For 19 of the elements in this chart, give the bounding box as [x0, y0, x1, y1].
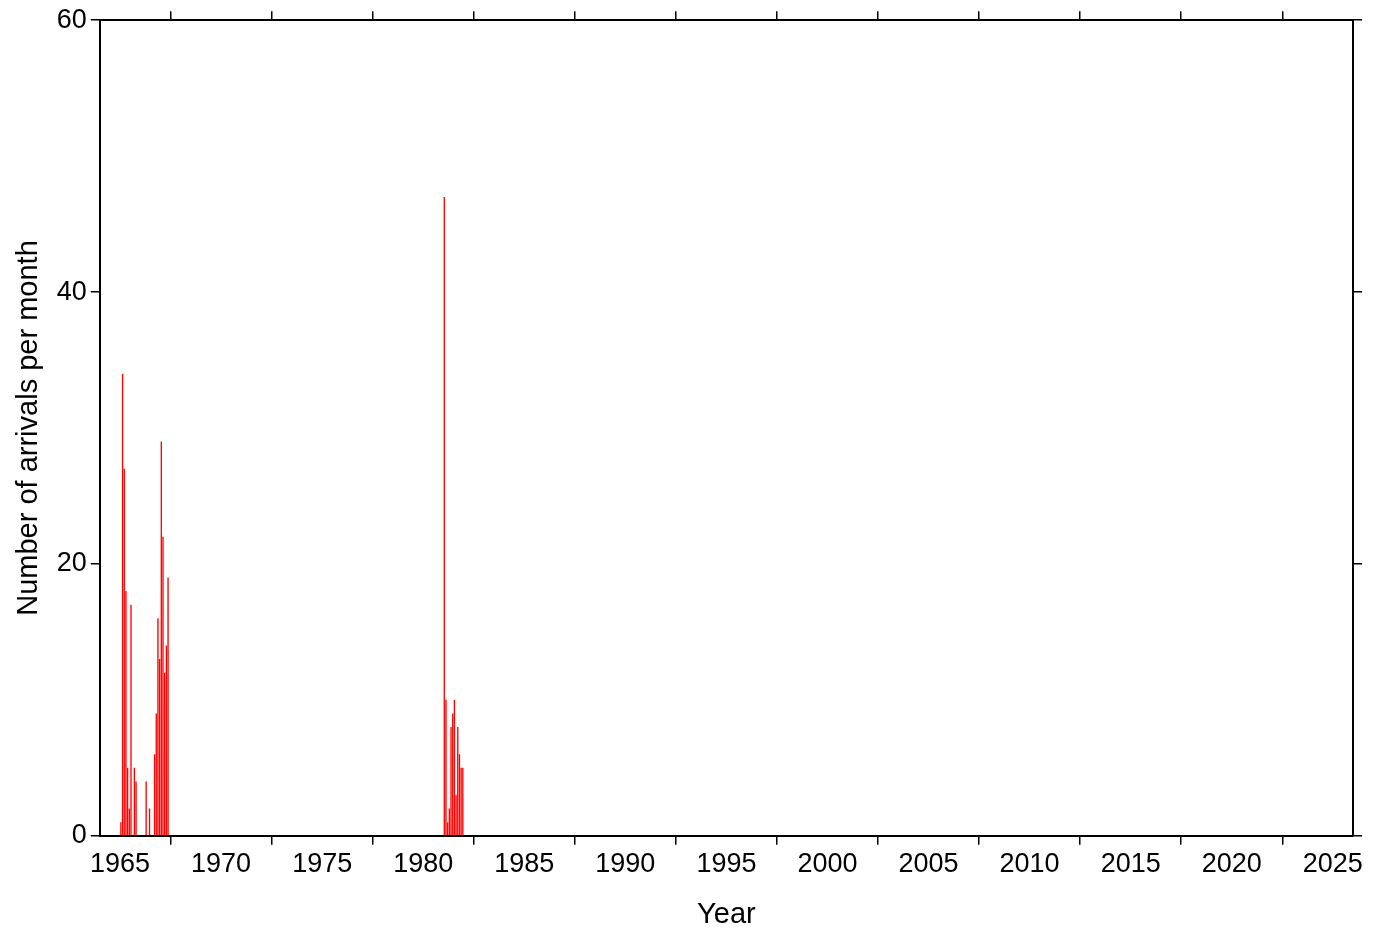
x-tick-label: 1995 — [696, 848, 757, 879]
x-tick-label: 2005 — [898, 848, 959, 879]
y-tick-label: 20 — [56, 547, 87, 578]
x-tick-label: 1970 — [191, 848, 252, 879]
y-tick-label: 60 — [56, 3, 87, 34]
x-tick-label: 1980 — [393, 848, 454, 879]
x-tick-label: 2010 — [999, 848, 1060, 879]
x-tick-label: 1985 — [494, 848, 555, 879]
y-tick-label: 0 — [71, 819, 87, 850]
x-tick-label: 2025 — [1302, 848, 1363, 879]
x-tick-label: 1965 — [90, 848, 151, 879]
x-tick-label: 2000 — [797, 848, 858, 879]
x-tick-label: 2020 — [1201, 848, 1262, 879]
x-tick-label: 1990 — [595, 848, 656, 879]
x-tick-label: 1975 — [292, 848, 353, 879]
y-tick-label: 40 — [56, 275, 87, 306]
x-tick-label: 2015 — [1100, 848, 1161, 879]
y-axis-title: Number of arrivals per month — [11, 240, 44, 616]
x-axis-title: Year — [697, 896, 757, 929]
